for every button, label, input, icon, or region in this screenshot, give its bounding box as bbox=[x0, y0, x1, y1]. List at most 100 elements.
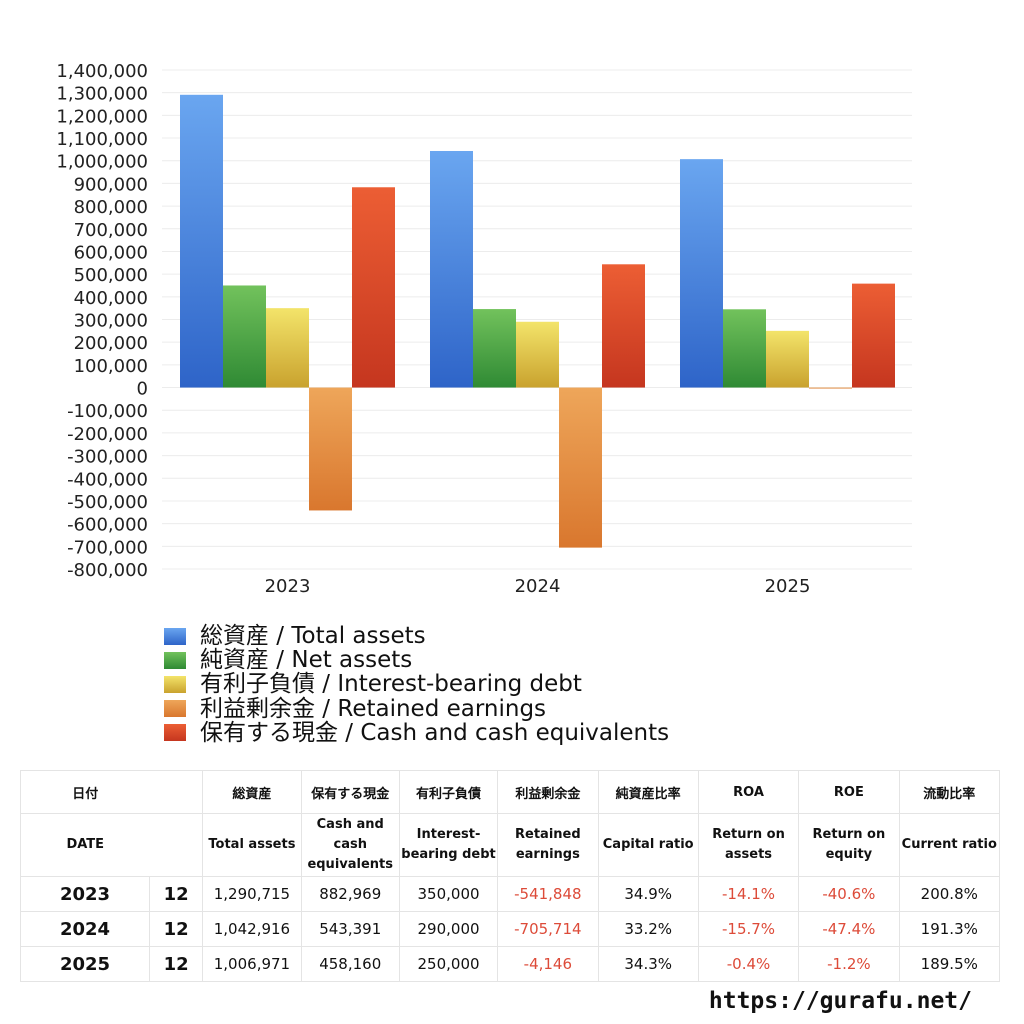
cell-retained: -705,714 bbox=[497, 911, 599, 947]
bar bbox=[766, 330, 809, 388]
cell-total-assets: 1,006,971 bbox=[202, 946, 302, 982]
y-tick-label: 700,000 bbox=[74, 220, 148, 241]
legend-swatch bbox=[164, 627, 186, 645]
legend-item-retained-earnings: 利益剰余金 / Retained earnings bbox=[164, 697, 669, 721]
legend-label: 総資産 / Total assets bbox=[200, 623, 426, 650]
table-row: 2025 12 1,006,971 458,160 250,000 -4,146… bbox=[19, 946, 1001, 982]
cell-capital-ratio: 34.3% bbox=[597, 946, 699, 982]
legend-swatch bbox=[164, 700, 186, 718]
y-tick-label: 400,000 bbox=[74, 288, 148, 309]
cell-capital-ratio: 33.2% bbox=[597, 911, 699, 947]
y-axis-ticks: 1,400,0001,300,0001,200,0001,100,0001,00… bbox=[56, 61, 148, 581]
y-tick-label: -500,000 bbox=[67, 492, 148, 513]
header-cash-ja: 保有する現金 bbox=[300, 770, 400, 814]
y-tick-label: 800,000 bbox=[74, 197, 148, 218]
bars bbox=[180, 94, 895, 548]
cell-debt: 290,000 bbox=[398, 911, 499, 947]
legend-label: 純資産 / Net assets bbox=[200, 647, 413, 674]
cell-month: 12 bbox=[149, 911, 204, 947]
bar-chart: 1,400,0001,300,0001,200,0001,100,0001,00… bbox=[56, 61, 912, 597]
header-month-ja bbox=[149, 770, 204, 814]
legend-label: 保有する現金 / Cash and cash equivalents bbox=[200, 719, 670, 746]
y-tick-label: -100,000 bbox=[67, 401, 148, 422]
bar bbox=[309, 387, 352, 511]
cell-roe: -47.4% bbox=[798, 911, 900, 947]
bar bbox=[266, 308, 309, 388]
legend-item-net-assets: 純資産 / Net assets bbox=[164, 648, 669, 672]
cell-cash: 458,160 bbox=[300, 946, 400, 982]
bar bbox=[809, 387, 852, 389]
header-cash-en: Cash and cash equivalents bbox=[300, 813, 400, 877]
cell-total-assets: 1,290,715 bbox=[202, 876, 302, 912]
header-total-assets-en: Total assets bbox=[202, 813, 302, 877]
bar bbox=[430, 150, 473, 388]
bar bbox=[516, 321, 559, 388]
bar bbox=[852, 283, 895, 388]
bar bbox=[559, 387, 602, 548]
y-tick-label: 1,200,000 bbox=[56, 106, 148, 127]
header-roa-ja: ROA bbox=[697, 770, 800, 814]
financial-table: 日付 総資産 保有する現金 有利子負債 利益剰余金 純資産比率 ROA ROE … bbox=[19, 770, 1001, 982]
legend-swatch bbox=[164, 675, 186, 693]
header-month-en bbox=[149, 813, 204, 877]
cell-current-ratio: 200.8% bbox=[898, 876, 1001, 912]
table-header-en: DATE Total assets Cash and cash equivale… bbox=[19, 813, 1001, 877]
y-tick-label: -200,000 bbox=[67, 424, 148, 445]
x-axis-ticks: 2023 2024 2025 bbox=[265, 576, 811, 597]
legend-label: 有利子負債 / Interest-bearing debt bbox=[200, 671, 582, 698]
cell-capital-ratio: 34.9% bbox=[597, 876, 699, 912]
cell-month: 12 bbox=[149, 876, 204, 912]
y-tick-label: 200,000 bbox=[74, 333, 148, 354]
header-retained-en: Retained earnings bbox=[497, 813, 599, 877]
y-tick-label: 1,000,000 bbox=[56, 152, 148, 173]
legend-item-cash: 保有する現金 / Cash and cash equivalents bbox=[164, 721, 669, 745]
y-tick-label: 300,000 bbox=[74, 311, 148, 332]
cell-total-assets: 1,042,916 bbox=[202, 911, 302, 947]
header-debt-ja: 有利子負債 bbox=[398, 770, 499, 814]
header-debt-en: Interest-bearing debt bbox=[398, 813, 499, 877]
bar bbox=[180, 94, 223, 388]
x-tick-label: 2023 bbox=[265, 576, 311, 597]
x-tick-label: 2024 bbox=[515, 576, 561, 597]
cell-current-ratio: 189.5% bbox=[898, 946, 1001, 982]
y-tick-label: -700,000 bbox=[67, 537, 148, 558]
bar bbox=[223, 285, 266, 388]
y-tick-label: 1,300,000 bbox=[56, 84, 148, 105]
legend-label: 利益剰余金 / Retained earnings bbox=[200, 695, 547, 722]
bar bbox=[602, 264, 645, 388]
cell-current-ratio: 191.3% bbox=[898, 911, 1001, 947]
cell-month: 12 bbox=[149, 946, 204, 982]
table-header-ja: 日付 総資産 保有する現金 有利子負債 利益剰余金 純資産比率 ROA ROE … bbox=[19, 770, 1001, 814]
cell-roa: -15.7% bbox=[697, 911, 800, 947]
cell-roe: -40.6% bbox=[798, 876, 900, 912]
cell-debt: 250,000 bbox=[398, 946, 499, 982]
cell-roa: -14.1% bbox=[697, 876, 800, 912]
y-tick-label: 500,000 bbox=[74, 265, 148, 286]
header-capital-ratio-en: Capital ratio bbox=[597, 813, 699, 877]
cell-cash: 882,969 bbox=[300, 876, 400, 912]
site-url[interactable]: https://gurafu.net/ bbox=[708, 988, 972, 1014]
header-roe-en: Return on equity bbox=[798, 813, 900, 877]
cell-year: 2025 bbox=[19, 946, 151, 982]
cell-debt: 350,000 bbox=[398, 876, 499, 912]
y-tick-label: -600,000 bbox=[67, 515, 148, 536]
cell-roa: -0.4% bbox=[697, 946, 800, 982]
header-current-ratio-en: Current ratio bbox=[898, 813, 1001, 877]
header-roa-en: Return on assets bbox=[697, 813, 800, 877]
y-tick-label: 600,000 bbox=[74, 242, 148, 263]
x-tick-label: 2025 bbox=[765, 576, 811, 597]
y-tick-label: 0 bbox=[137, 379, 148, 400]
header-total-assets-ja: 総資産 bbox=[202, 770, 302, 814]
cell-retained: -541,848 bbox=[497, 876, 599, 912]
header-date-en: DATE bbox=[19, 813, 150, 877]
chart-legend: 総資産 / Total assets 純資産 / Net assets 有利子負… bbox=[164, 624, 669, 745]
y-tick-label: 1,400,000 bbox=[56, 61, 148, 82]
cell-cash: 543,391 bbox=[300, 911, 400, 947]
cell-roe: -1.2% bbox=[798, 946, 900, 982]
y-tick-label: -400,000 bbox=[67, 469, 148, 490]
header-date-ja: 日付 bbox=[19, 770, 150, 814]
legend-swatch bbox=[164, 651, 186, 669]
bar bbox=[723, 309, 766, 388]
y-tick-label: 900,000 bbox=[74, 174, 148, 195]
header-current-ratio-ja: 流動比率 bbox=[898, 770, 1001, 814]
